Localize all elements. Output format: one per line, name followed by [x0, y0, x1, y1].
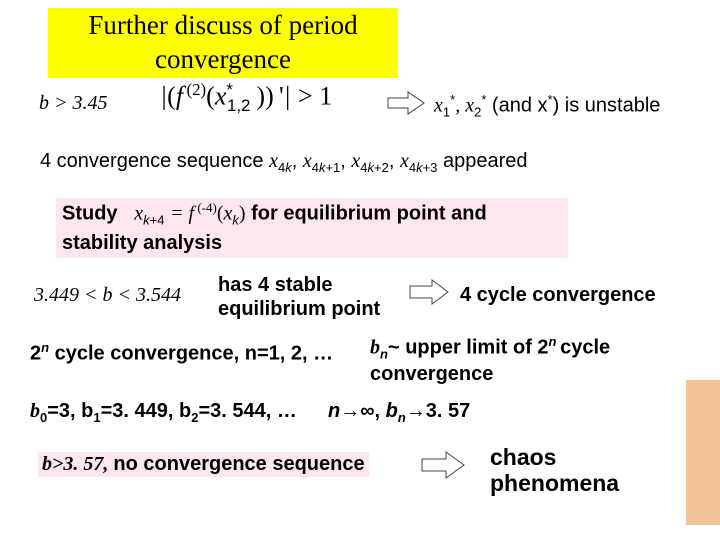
- lim-sub: n: [398, 410, 406, 425]
- bn-upper-limit: bn~ upper limit of 2n cycle convergence: [370, 334, 610, 386]
- study-block: Study xk+4 = f (-4)(xk) for equilibrium …: [56, 198, 568, 258]
- paren-close2: ): [256, 82, 265, 111]
- paren-close: ): [265, 82, 274, 111]
- bn-tail: cycle: [560, 337, 610, 359]
- b-sequence: b0=3, b1=3. 449, b2=3. 544, …: [30, 400, 297, 425]
- final-b: b>3. 57,: [42, 453, 113, 475]
- andx-text: (and x: [486, 95, 547, 117]
- range-b: 3.449 < b < 3.544: [34, 284, 181, 307]
- iter-sup: (-4): [194, 200, 217, 215]
- andx: (and x: [486, 95, 547, 117]
- seq-s1: 4k: [278, 160, 292, 175]
- range-b-text: 3.449 < b < 3.544: [34, 284, 181, 306]
- bn-sup2: n: [549, 334, 561, 349]
- b0eq: =3, b: [47, 400, 93, 422]
- title-line-2: convergence: [155, 44, 291, 74]
- abs-close: |: [284, 82, 291, 111]
- iter-sub1: k+4: [143, 213, 164, 228]
- seq-s2: 4k+1: [312, 160, 341, 175]
- x-sub12: 1,2: [227, 96, 250, 115]
- b1eq: =3. 449, b: [101, 400, 192, 422]
- study-label: Study: [62, 203, 118, 225]
- seq-s3: 4k+2: [360, 160, 389, 175]
- seq-x3: x: [351, 150, 360, 172]
- two-n-tail: cycle convergence, n=1, 2, …: [49, 343, 333, 365]
- lim-pre: n→∞, b: [328, 400, 398, 422]
- arrow-icon: [386, 90, 426, 116]
- four-cycle-convergence: 4 cycle convergence: [460, 284, 656, 307]
- iter-x: x: [134, 203, 143, 225]
- x-sep: , x: [455, 95, 474, 117]
- gt1: > 1: [298, 82, 332, 111]
- b2eq: =3. 544, …: [198, 400, 296, 422]
- bn-sub: n: [380, 347, 388, 362]
- four-conv-pre: 4 convergence sequence: [40, 150, 269, 172]
- study-line2: stability analysis: [62, 232, 222, 254]
- lim-arrow: →3. 57: [406, 400, 470, 422]
- has4b: equilibrium point: [218, 298, 380, 320]
- slide: Further discuss of period convergence b …: [0, 0, 720, 540]
- b1s: 1: [93, 410, 100, 425]
- condition-b-3.45: b > 3.45: [39, 92, 108, 115]
- seq-x4: x: [400, 150, 409, 172]
- unstable-annotation: x1*, x2* (and x*) is unstable: [434, 92, 660, 120]
- final-b-condition: b>3. 57, no convergence sequence: [38, 452, 369, 477]
- four-convergence-line: 4 convergence sequence x4k, x4k+1, x4k+2…: [40, 150, 528, 175]
- seq-x2: x: [303, 150, 312, 172]
- seq-c2: ,: [340, 150, 351, 172]
- x2star: , x: [455, 95, 474, 117]
- x-pre: x: [434, 95, 443, 117]
- seq-c1: ,: [292, 150, 303, 172]
- b0-b: b: [30, 400, 40, 422]
- bn-mid: ~ upper limit of 2: [388, 337, 549, 359]
- seq-c3: ,: [389, 150, 400, 172]
- title-line-1: Further discuss of period: [88, 10, 357, 40]
- two-n-pre: 2: [30, 343, 41, 365]
- unstable-tail: ) is unstable: [553, 95, 661, 117]
- bn-b: b: [370, 337, 380, 359]
- x-sym: x: [215, 82, 227, 111]
- chaos-phenomena: chaos phenomena: [490, 444, 619, 497]
- f-sup: (2): [183, 80, 206, 99]
- bn-line2: convergence: [370, 363, 493, 385]
- no-conv: no convergence sequence: [113, 453, 364, 475]
- b-ineq: b > 3.45: [39, 92, 108, 114]
- study-tail: for equilibrium point and: [251, 203, 487, 225]
- two-n-cycle: 2n cycle convergence, n=1, 2, …: [30, 340, 333, 366]
- two-n-sup: n: [41, 340, 49, 355]
- decorative-side-bar: [686, 380, 720, 525]
- cycle4: 4 cycle convergence: [460, 284, 656, 306]
- seq-s4: 4k+3: [409, 160, 438, 175]
- has4a: has 4 stable: [218, 274, 333, 296]
- paren-open: (: [167, 82, 176, 111]
- iter-close: ): [239, 203, 246, 225]
- appeared: appeared: [443, 150, 528, 172]
- seq-x1: x: [269, 150, 278, 172]
- chaos1: chaos: [490, 444, 556, 470]
- arrow-icon: [420, 450, 466, 480]
- slide-title: Further discuss of period convergence: [48, 8, 398, 78]
- iter-eq-mid: = f: [170, 203, 194, 225]
- derivative-condition: |(f (2)(x*1,2)) '| > 1: [160, 80, 332, 116]
- prime: ': [274, 82, 284, 111]
- arrow-icon: [408, 278, 450, 306]
- f-sym: f: [176, 82, 183, 111]
- has-4-stable: has 4 stable equilibrium point: [218, 273, 380, 321]
- x1star: x: [434, 95, 443, 117]
- chaos2: phenomena: [490, 470, 619, 496]
- paren-open2: (: [206, 82, 215, 111]
- iter-open: (: [217, 203, 224, 225]
- limit-expr: n→∞, bn→3. 57: [328, 400, 470, 425]
- b-ineq-text: b > 3.45: [39, 92, 108, 114]
